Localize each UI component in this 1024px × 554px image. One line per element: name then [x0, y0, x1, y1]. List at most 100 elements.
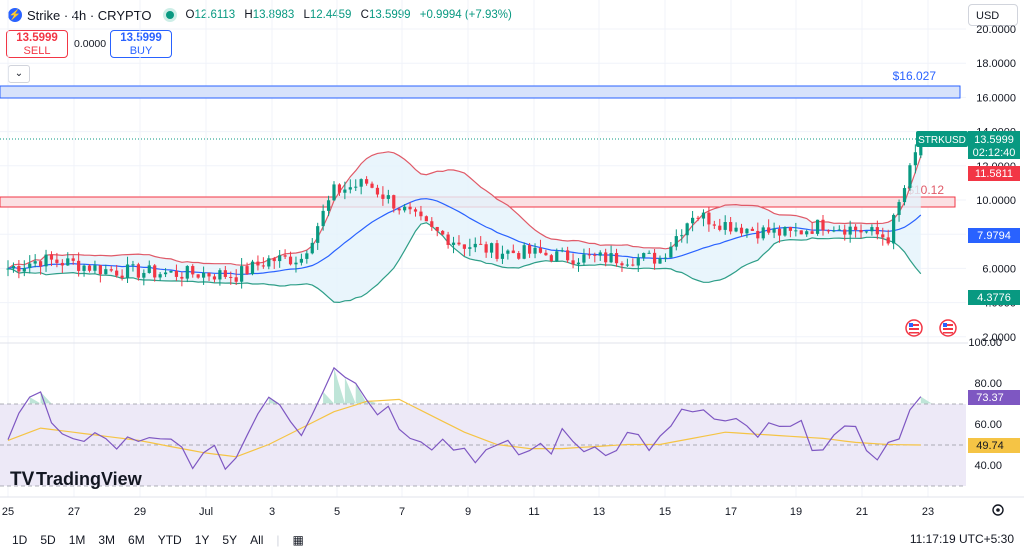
price-tick-label: 2.0000 — [982, 332, 1016, 344]
range-1m[interactable]: 1M — [68, 533, 86, 547]
candle-body — [229, 276, 233, 278]
candle-body — [549, 255, 553, 262]
range-all[interactable]: All — [250, 533, 264, 547]
candle-body — [750, 228, 754, 231]
market-status-icon[interactable] — [165, 11, 174, 19]
candle-body — [658, 258, 662, 264]
candle-body — [44, 254, 48, 267]
candle-body — [370, 183, 374, 188]
candle-body — [902, 188, 907, 203]
candle-body — [185, 266, 189, 279]
candle-body — [430, 221, 434, 227]
candle-body — [326, 200, 331, 211]
range-ytd[interactable]: YTD — [157, 533, 182, 547]
candle-body — [261, 265, 265, 267]
bb-basis-value: 7.9794 — [977, 230, 1011, 242]
candle-body — [756, 230, 760, 239]
candles — [6, 138, 923, 289]
candle-body — [843, 229, 847, 235]
rsi-value: 73.37 — [976, 392, 1004, 404]
candle-body — [202, 272, 206, 278]
candle-body — [93, 265, 97, 271]
sell-price: 13.5999 — [16, 32, 58, 44]
candle-body — [71, 258, 75, 261]
low-label: L — [303, 9, 310, 21]
time-axis[interactable]: 25 27 29 Jul 3 5 7 9 11 13 15 17 19 21 23 — [2, 506, 934, 518]
candle-body — [707, 212, 711, 225]
range-1d[interactable]: 1D — [12, 533, 28, 547]
candle-body — [837, 229, 841, 231]
candle-body — [528, 245, 532, 254]
candle-body — [435, 226, 439, 231]
symbol-title[interactable]: Strike · 4h · CRYPTO — [27, 7, 152, 23]
candle-body — [473, 243, 477, 248]
bb-basis-badge: 7.9794 — [968, 228, 1020, 243]
range-1y[interactable]: 1Y — [194, 533, 210, 547]
candle-body — [218, 270, 222, 280]
candle-body — [397, 208, 401, 211]
candle-body — [571, 260, 575, 265]
last-price-value: 13.5999 — [974, 134, 1014, 146]
candle-body — [392, 195, 396, 209]
candle-body — [593, 254, 597, 256]
buy-label: BUY — [129, 45, 153, 57]
us-flag-icon[interactable] — [939, 319, 957, 337]
candle-body — [479, 243, 483, 245]
candle-body — [794, 230, 798, 232]
rsi-axis[interactable]: 100.00 80.00 60.00 40.00 — [968, 337, 1002, 472]
range-5y[interactable]: 5Y — [222, 533, 238, 547]
candle-body — [848, 226, 852, 235]
chart-header: ⚡ Strike · 4h · CRYPTO O12.6113 H13.8983… — [8, 6, 512, 24]
candle-body — [109, 269, 113, 271]
candle-body — [120, 275, 124, 278]
us-flag-icon[interactable] — [905, 319, 923, 337]
candle-body — [321, 210, 325, 227]
candle-body — [691, 217, 695, 224]
candle-body — [663, 257, 668, 259]
candle-body — [636, 257, 640, 266]
candle-body — [609, 253, 613, 263]
price-tick-label: 20.0000 — [976, 24, 1016, 36]
candle-body — [652, 252, 657, 264]
currency-selector[interactable]: USD — [968, 4, 1018, 26]
candle-body — [870, 227, 874, 232]
resistance-zone[interactable] — [0, 85, 961, 99]
candle-body — [767, 227, 771, 233]
candle-body — [169, 270, 173, 273]
candle-body — [669, 246, 673, 258]
range-6m[interactable]: 6M — [128, 533, 145, 547]
candle-body — [240, 266, 244, 282]
rsi-tick-label: 80.00 — [974, 378, 1002, 390]
candle-body — [196, 274, 200, 278]
candle-body — [147, 265, 151, 273]
buy-button[interactable]: 13.5999 BUY — [110, 30, 172, 58]
candle-body — [163, 272, 168, 275]
date-range-calendar-icon[interactable]: ▦ — [292, 533, 304, 547]
range-5d[interactable]: 5D — [40, 533, 56, 547]
candle-body — [875, 227, 879, 235]
sell-button[interactable]: 13.5999 SELL — [6, 30, 68, 58]
chart-canvas[interactable]: $16.027 $10.12 20.000018.000016.000014.0… — [0, 0, 1024, 530]
candle-body — [451, 242, 456, 245]
candle-body — [381, 194, 385, 199]
close-label: C — [360, 9, 369, 21]
candle-body — [207, 272, 211, 277]
candle-body — [718, 225, 722, 230]
candle-body — [424, 216, 428, 222]
candle-body — [6, 268, 10, 270]
candle-body — [495, 243, 499, 259]
spread-value: 0.0000 — [74, 38, 107, 50]
candle-body — [587, 254, 591, 256]
chevron-down-icon: ⌄ — [14, 68, 24, 79]
clock[interactable]: 11:17:19 UTC+5:30 — [909, 532, 1014, 546]
candle-body — [278, 255, 282, 262]
range-3m[interactable]: 3M — [98, 533, 116, 547]
settings-gear-icon[interactable] — [992, 504, 1004, 516]
candle-body — [598, 252, 602, 256]
rsi-tick-label: 40.00 — [974, 460, 1002, 472]
candle-body — [745, 228, 749, 234]
candle-body — [348, 187, 352, 190]
candle-body — [115, 270, 119, 276]
candle-body — [642, 253, 646, 258]
candle-body — [283, 255, 287, 257]
